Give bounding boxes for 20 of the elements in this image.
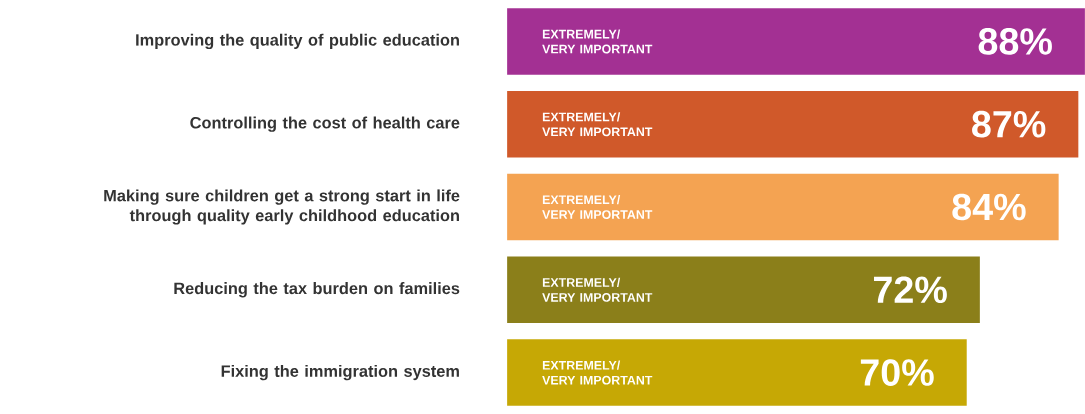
bar <box>507 256 980 324</box>
data-label: 72% <box>874 276 947 304</box>
y-tick-label: Making sure children get a strong start in life through quality early childhood education <box>104 189 460 225</box>
y-tick-label: Improving the quality of public education <box>136 33 459 50</box>
y-tick-label: Fixing the immigration system <box>221 364 459 381</box>
series-label: EXTREMELY/ VERY IMPORTANT <box>542 29 653 54</box>
data-label: 84% <box>952 193 1026 221</box>
bar <box>507 173 1059 241</box>
text: EXTREMELY/ VERY IMPORTANT <box>542 277 653 302</box>
y-tick-label: Controlling the cost of health care <box>190 116 460 132</box>
data-label: 70% <box>860 359 934 386</box>
bar <box>507 90 1079 158</box>
text: EXTREMELY/ VERY IMPORTANT <box>542 195 653 220</box>
bar <box>507 8 1085 75</box>
y-tick-label: Reducing the tax burden on families <box>174 282 460 298</box>
text: EXTREMELY/ VERY IMPORTANT <box>542 360 653 385</box>
data-label: 87% <box>972 110 1046 138</box>
data-label: 88% <box>978 28 1052 55</box>
bar <box>507 339 967 406</box>
text: EXTREMELY/ VERY IMPORTANT <box>542 112 653 137</box>
